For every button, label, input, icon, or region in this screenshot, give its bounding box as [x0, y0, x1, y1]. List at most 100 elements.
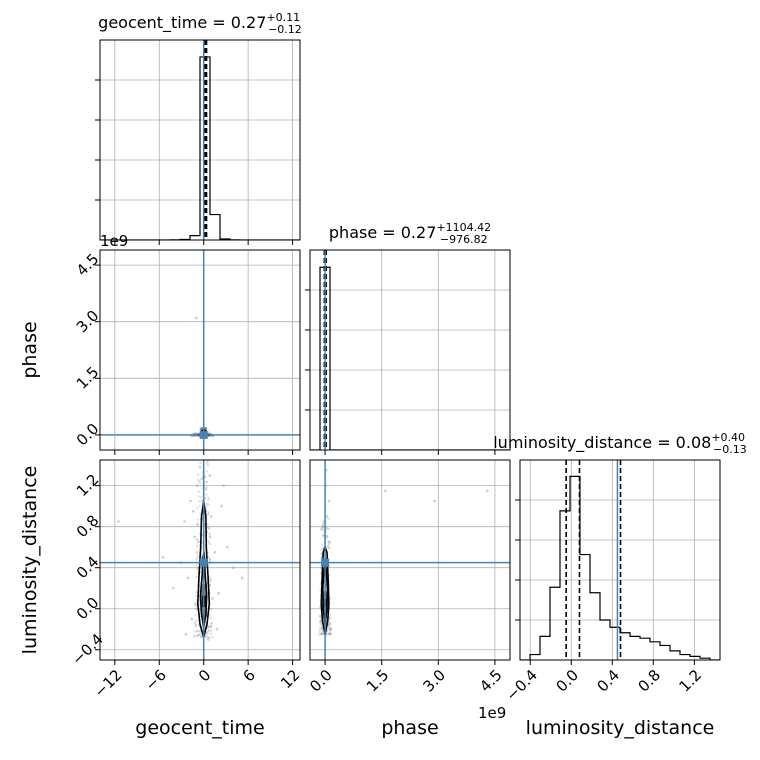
- sample-point: [329, 629, 332, 632]
- sample-point: [195, 607, 198, 610]
- hist-panel-phase: [310, 250, 510, 450]
- sample-point: [195, 556, 199, 559]
- sample-point: [209, 543, 212, 546]
- sample-point: [198, 465, 202, 469]
- sample-point: [197, 633, 201, 637]
- sample-point: [207, 464, 210, 467]
- sample-point: [184, 633, 188, 636]
- sample-point: [486, 489, 489, 493]
- sample-point: [205, 486, 208, 489]
- sample-point: [197, 495, 200, 498]
- sample-point: [320, 622, 323, 625]
- sample-point: [194, 621, 197, 624]
- sample-point: [321, 631, 324, 634]
- sample-point: [327, 527, 330, 531]
- sample-point: [321, 534, 325, 537]
- sample-point: [327, 542, 331, 545]
- sample-point: [196, 478, 200, 482]
- sample-point: [211, 597, 214, 600]
- sample-point: [319, 614, 322, 617]
- y-tick-label-luminosity_distance: 0.4: [73, 553, 103, 583]
- sample-point: [325, 535, 329, 538]
- sample-point: [196, 635, 199, 638]
- sample-point: [327, 632, 330, 635]
- panel-frame: [519, 459, 721, 661]
- sample-point: [318, 605, 322, 608]
- sample-point: [210, 622, 213, 625]
- sample-point: [213, 551, 217, 554]
- sample-point: [196, 523, 199, 526]
- panel-frame: [309, 459, 511, 661]
- sample-point: [207, 453, 209, 455]
- histogram-phase: [310, 266, 510, 450]
- sample-point: [328, 633, 331, 636]
- sample-point: [320, 526, 323, 530]
- sample-point: [195, 558, 198, 561]
- sample-point: [196, 630, 199, 633]
- sample-point: [321, 629, 324, 632]
- sample-point: [319, 619, 322, 623]
- sample-point: [321, 543, 324, 546]
- sample-point: [325, 633, 328, 636]
- sample-point: [208, 532, 211, 535]
- sample-point: [206, 526, 209, 529]
- truth-marker: [199, 430, 208, 439]
- sample-point: [195, 564, 198, 567]
- sample-point: [220, 504, 223, 508]
- sample-point: [328, 633, 331, 636]
- sample-point: [195, 550, 198, 553]
- sample-point: [194, 604, 197, 607]
- histogram-geocent_time: [100, 56, 300, 240]
- title-upper-error: +0.40: [711, 431, 745, 444]
- sample-point: [199, 478, 202, 481]
- x-offset-label-phase: 1e9: [478, 704, 506, 722]
- sample-point: [200, 456, 202, 458]
- panel-frame: [99, 459, 301, 661]
- sample-point: [208, 527, 211, 530]
- sample-point: [209, 616, 212, 619]
- sample-point: [329, 626, 332, 629]
- sample-point: [199, 630, 202, 633]
- sample-point: [327, 517, 330, 520]
- sample-point: [208, 558, 211, 561]
- sample-point: [195, 545, 198, 548]
- sample-point: [196, 634, 199, 637]
- sample-point: [328, 631, 332, 634]
- sample-point: [201, 456, 203, 458]
- sample-point: [210, 629, 213, 632]
- sample-point: [196, 507, 199, 510]
- sample-point: [194, 625, 197, 628]
- sample-point: [322, 525, 325, 528]
- sample-point: [208, 625, 212, 628]
- sample-point: [197, 473, 200, 476]
- sample-point: [321, 523, 324, 527]
- sample-point: [200, 634, 203, 637]
- x-axis-label-geocent_time: geocent_time: [135, 717, 264, 739]
- sample-point: [327, 624, 331, 627]
- sample-point: [205, 480, 208, 484]
- y-axis-label-luminosity_distance: luminosity_distance: [19, 466, 41, 655]
- sample-point: [329, 628, 332, 631]
- x-tick-label-geocent_time: 6: [239, 666, 258, 685]
- sample-point: [328, 633, 331, 636]
- sample-point: [194, 623, 197, 627]
- sample-point: [321, 521, 325, 524]
- sample-point: [320, 632, 323, 635]
- x-tick-label-geocent_time: 0: [195, 666, 214, 685]
- sample-point: [199, 461, 202, 465]
- panel-frame: [309, 249, 511, 451]
- sample-point: [206, 638, 210, 641]
- sample-point: [217, 592, 220, 595]
- sample-point: [319, 633, 323, 636]
- sample-point: [319, 566, 322, 569]
- truth-marker: [199, 558, 208, 567]
- sample-point: [328, 616, 332, 620]
- sample-point: [197, 490, 201, 493]
- sample-point: [211, 636, 214, 639]
- y-tick-label-phase: 3.0: [73, 307, 103, 337]
- sample-point: [321, 626, 324, 629]
- sample-point: [209, 578, 212, 581]
- sample-point: [193, 630, 196, 633]
- sample-point: [195, 594, 198, 598]
- truth-marker: [321, 558, 330, 567]
